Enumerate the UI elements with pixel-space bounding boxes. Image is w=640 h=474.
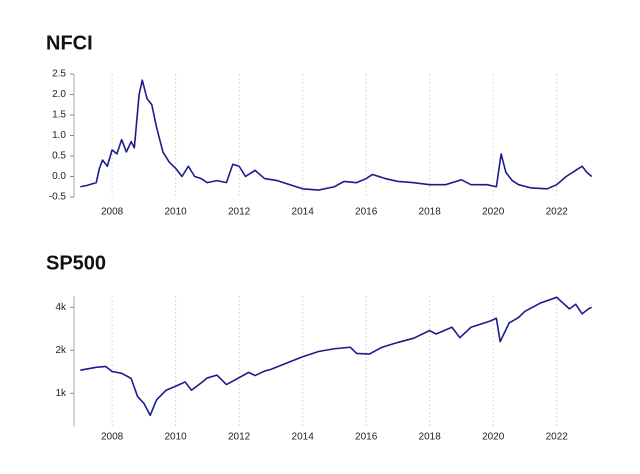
y-tick-label: 4k [55,302,67,313]
x-tick-label: 2022 [546,432,569,443]
x-tick-label: 2014 [292,207,315,218]
x-tick-label: 2010 [164,432,187,443]
x-tick-label: 2020 [482,432,505,443]
x-tick-label: 2016 [355,432,378,443]
x-tick-label: 2014 [292,432,315,443]
data-line [80,79,593,191]
chart-title: NFCI [46,32,93,54]
x-tick-label: 2022 [546,207,569,218]
y-tick-label: 1.5 [52,110,66,121]
y-tick-label: 2.5 [52,69,66,80]
chart-title: SP500 [46,252,106,274]
y-tick-label: 1k [55,388,67,399]
x-tick-label: 2012 [228,432,251,443]
x-tick-label: 2020 [482,207,505,218]
data-line [80,296,593,417]
x-tick-label: 2008 [101,207,124,218]
x-tick-label: 2018 [419,432,442,443]
x-tick-label: 2018 [419,207,442,218]
x-tick-label: 2012 [228,207,251,218]
x-tick-label: 2016 [355,207,378,218]
x-tick-label: 2010 [164,207,187,218]
y-tick-label: -0.5 [49,192,67,203]
y-tick-label: 0.0 [52,171,66,182]
y-tick-label: 2.0 [52,89,66,100]
y-tick-label: 2k [55,345,67,356]
y-tick-label: 0.5 [52,151,66,162]
x-tick-label: 2008 [101,432,124,443]
y-tick-label: 1.0 [52,130,66,141]
